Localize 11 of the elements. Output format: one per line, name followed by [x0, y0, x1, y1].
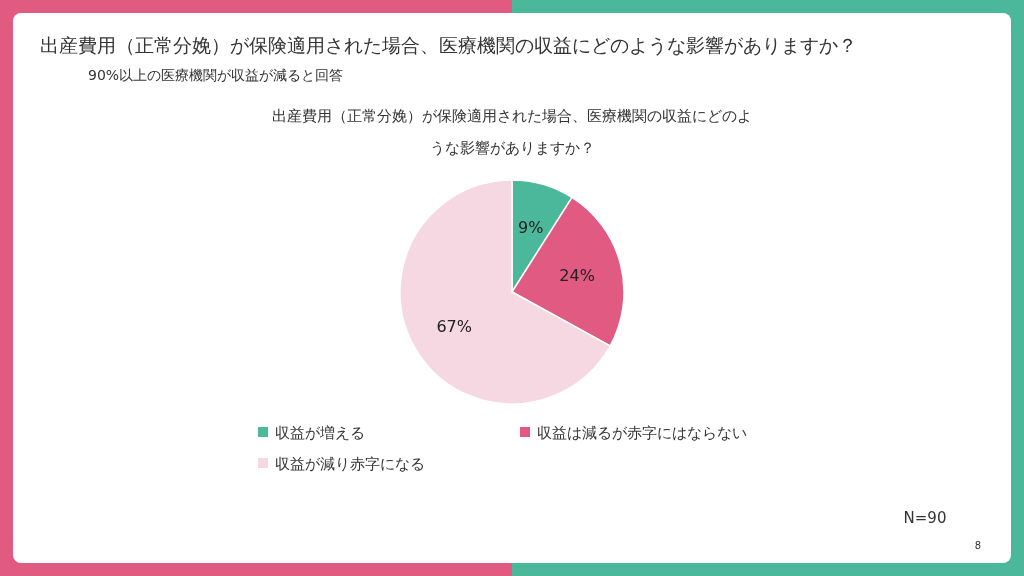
legend-label: 収益は減るが赤字にはならない [537, 424, 747, 442]
text: 出産費用（正常分娩）が保険適用された場合、医療機関の収益にどのような影響がありますか？ [272, 107, 752, 157]
chart-title: 出産費用（正常分娩）が保険適用された場合、医療機関の収益にどのような影響がありますか？ [40, 34, 857, 56]
data-label: 9% [518, 218, 544, 238]
data-label: 24% [559, 266, 595, 286]
text: 8 [974, 540, 982, 551]
data-label: 67% [436, 317, 472, 337]
chart-subtitle: 90%以上の医療機関が収益が減ると回答 [88, 67, 344, 83]
text: N=90 [903, 509, 947, 527]
legend-label: 収益が増える [275, 424, 365, 442]
legend-label: 収益が減り赤字になる [275, 455, 425, 473]
